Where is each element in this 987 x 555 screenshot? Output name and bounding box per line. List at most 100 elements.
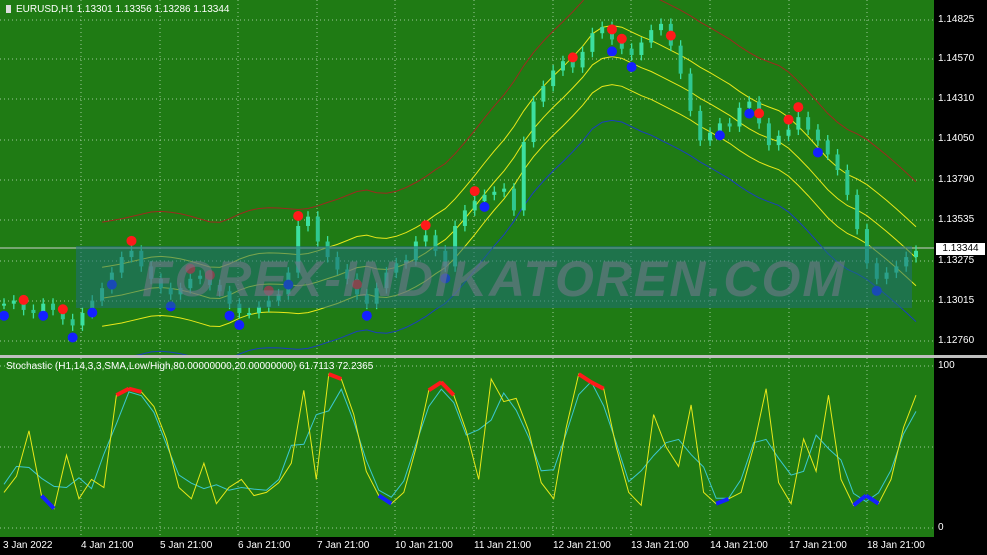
overbought-segment: [128, 386, 142, 394]
candle-body: [502, 188, 507, 192]
candle-body: [521, 142, 526, 211]
oversold-segment: [852, 494, 868, 507]
sell-signal-dot: [793, 102, 804, 113]
candle-body: [708, 132, 713, 141]
stochastic-label: Stochastic (H1,14,3,3,SMA,Low/High,80.00…: [6, 361, 374, 372]
candle-body: [766, 123, 771, 146]
candle-body: [619, 39, 624, 49]
candle-body: [639, 42, 644, 55]
sell-signal-dot: [469, 186, 480, 197]
buy-signal-dot: [87, 307, 98, 318]
sell-signal-dot: [126, 235, 137, 246]
channel-line: [102, 84, 917, 328]
price-tick: 1.13275: [938, 255, 975, 266]
time-tick: 6 Jan 21:00: [238, 540, 291, 551]
lower-band: [135, 119, 917, 355]
chart-menu-icon[interactable]: [6, 5, 11, 13]
candle-body: [590, 33, 595, 52]
candle-body: [629, 48, 634, 55]
candle-body: [482, 194, 487, 202]
candle-body: [815, 129, 820, 141]
stoch-main-line: [3, 373, 917, 510]
candle-body: [835, 154, 840, 171]
watermark: FOREX-INDIKATOREN.COM: [76, 246, 912, 308]
candle-body: [31, 309, 36, 314]
price-tick: 1.13015: [938, 295, 975, 306]
price-tick: 1.14050: [938, 133, 975, 144]
buy-signal-dot: [812, 147, 823, 158]
overbought-segment: [590, 380, 605, 391]
candle-body: [315, 216, 320, 242]
price-tick: 1.13535: [938, 214, 975, 225]
sell-signal-dot: [665, 30, 676, 41]
channel-line: [102, 24, 917, 268]
price-tick: 1.14570: [938, 53, 975, 64]
buy-signal-dot: [626, 61, 637, 72]
price-tick: 1.14825: [938, 14, 975, 25]
candle-body: [21, 300, 26, 310]
sell-signal-dot: [57, 304, 68, 315]
buy-signal-dot: [361, 310, 372, 321]
candle-body: [541, 86, 546, 102]
overbought-segment: [577, 372, 593, 384]
candle-body: [855, 194, 860, 230]
candle-body: [560, 61, 565, 71]
candle-body: [825, 140, 830, 155]
time-axis[interactable]: 3 Jan 2022 4 Jan 21:00 5 Jan 21:00 6 Jan…: [0, 537, 987, 555]
buy-signal-dot: [234, 320, 245, 331]
buy-signal-dot: [67, 332, 78, 343]
price-tick: 1.12760: [938, 335, 975, 346]
candle-body: [2, 303, 6, 306]
sell-signal-dot: [420, 220, 431, 231]
buy-signal-dot: [607, 46, 617, 57]
stochastic-axis[interactable]: 100 0: [934, 358, 987, 537]
stoch-tick-100: 100: [938, 360, 955, 371]
candle-body: [472, 201, 477, 211]
candle-body: [914, 250, 918, 258]
stoch-tick-0: 0: [938, 522, 944, 533]
candle-body: [659, 23, 664, 31]
time-tick: 7 Jan 21:00: [317, 540, 370, 551]
sell-signal-dot: [616, 33, 627, 44]
buy-signal-dot: [224, 310, 235, 321]
price-chart-pane[interactable]: FOREX-INDIKATOREN.COM EURUSD,H1 1.13301 …: [0, 0, 934, 355]
time-tick: 13 Jan 21:00: [631, 540, 689, 551]
candle-body: [70, 319, 75, 326]
sell-signal-dot: [783, 114, 794, 125]
buy-signal-dot: [0, 310, 9, 321]
candle-body: [462, 210, 467, 226]
overbought-segment: [115, 386, 130, 397]
candle-body: [247, 313, 252, 316]
symbol-ohlc-text: EURUSD,H1 1.13301 1.13356 1.13286 1.1334…: [16, 4, 230, 15]
candle-body: [256, 306, 261, 314]
price-axis[interactable]: 1.14825 1.14570 1.14310 1.14050 1.13790 …: [934, 0, 987, 355]
buy-signal-dot: [479, 201, 490, 212]
price-tick: 1.14310: [938, 93, 975, 104]
time-tick: 12 Jan 21:00: [553, 540, 611, 551]
candle-body: [678, 45, 683, 74]
sell-signal-dot: [567, 52, 578, 63]
stochastic-lines: [3, 372, 917, 510]
watermark-text: FOREX-INDIKATOREN.COM: [141, 251, 847, 307]
overbought-segment: [439, 380, 456, 397]
candle-body: [845, 170, 850, 195]
overbought-segment: [427, 380, 443, 392]
pane-separator[interactable]: [0, 355, 987, 358]
stochastic-pane[interactable]: Stochastic (H1,14,3,3,SMA,Low/High,80.00…: [0, 358, 934, 537]
oversold-segment: [715, 496, 730, 506]
buy-signal-dot: [744, 108, 755, 119]
candle-body: [649, 30, 654, 43]
buy-signal-dot: [38, 310, 49, 321]
sell-signal-dot: [754, 108, 765, 119]
symbol-ohlc-label: EURUSD,H1 1.13301 1.13356 1.13286 1.1334…: [6, 4, 230, 15]
candle-body: [786, 129, 791, 136]
stochastic-grid: [0, 358, 934, 537]
oversold-segment: [377, 493, 393, 506]
price-tick: 1.13790: [938, 174, 975, 185]
candle-body: [727, 123, 732, 127]
candle-body: [41, 303, 46, 314]
candle-body: [806, 117, 811, 130]
oversold-segment: [864, 493, 880, 506]
candle-body: [698, 110, 703, 141]
